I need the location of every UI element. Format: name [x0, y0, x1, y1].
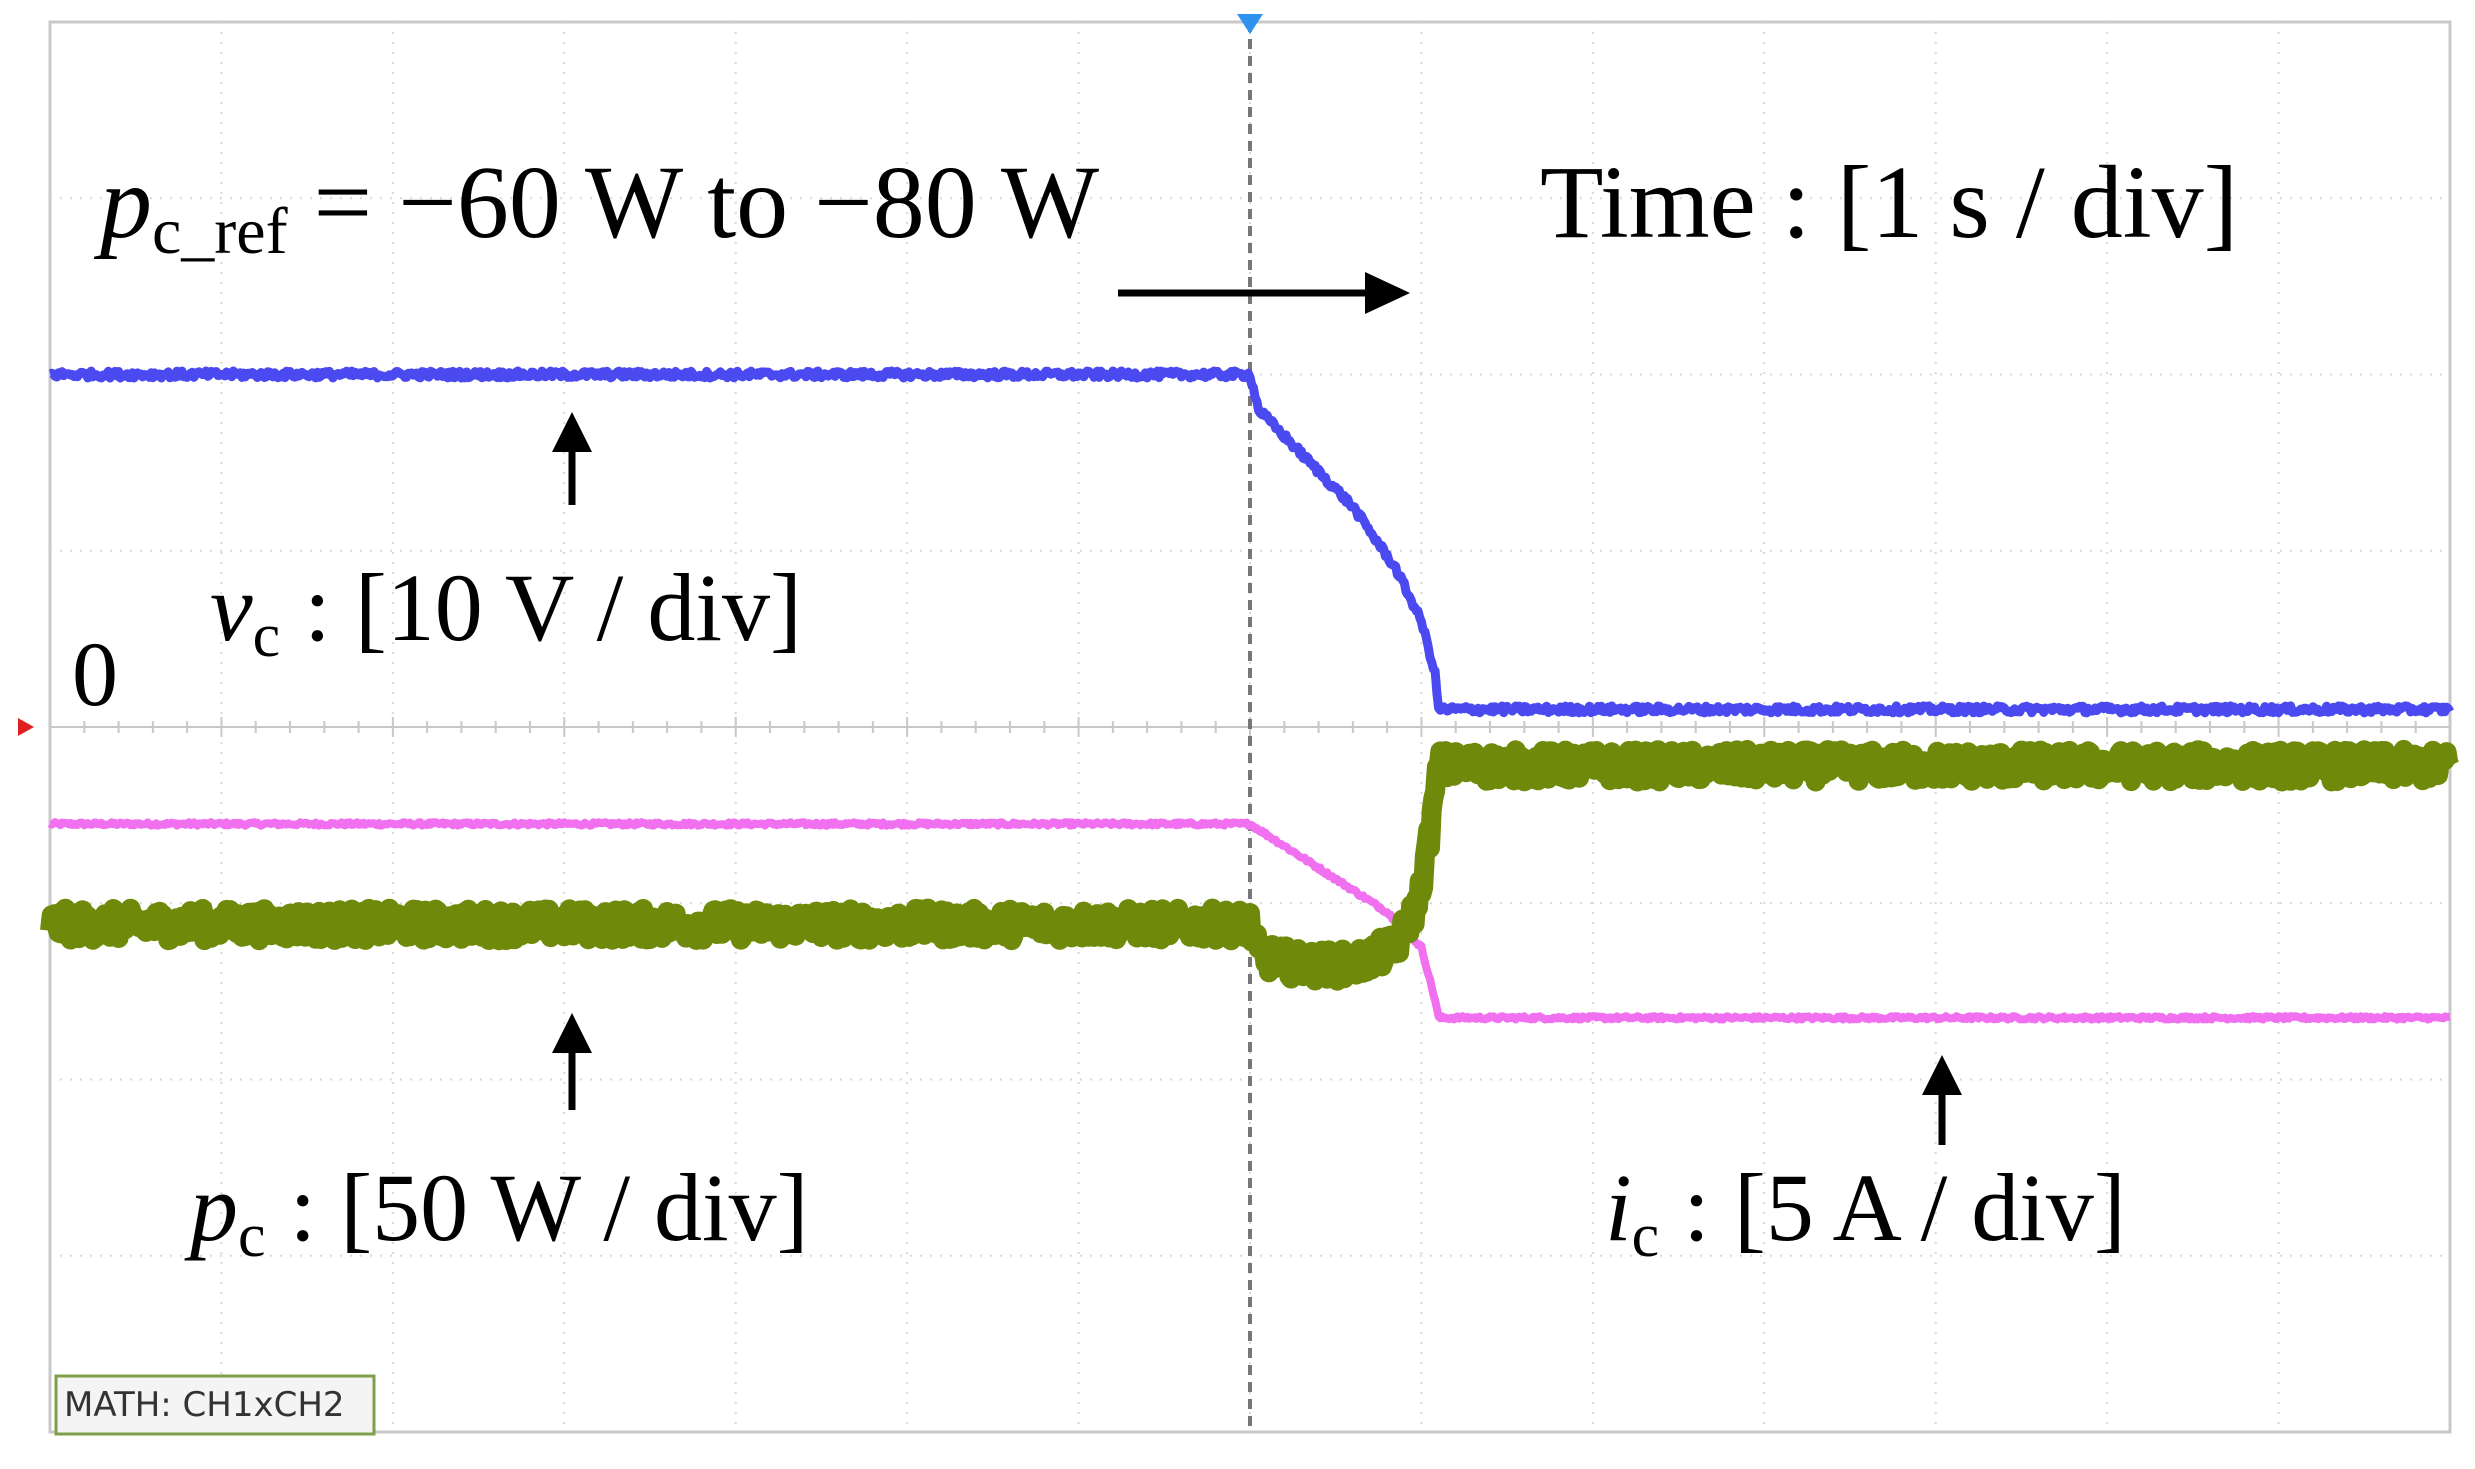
arrow-pc-head: [552, 1013, 592, 1053]
arrow-ref-head: [1365, 272, 1410, 314]
trace-p-c: [47, 818, 2453, 1024]
time-label: Time : [1 s / div]: [1540, 145, 2238, 260]
traces: [40, 366, 2459, 1024]
arrow-ic-head: [1922, 1055, 1962, 1095]
ground-marker: [18, 718, 34, 736]
label-ic: ic : [5 A / div]: [1605, 1154, 2126, 1270]
arrow-vc-head: [552, 412, 592, 452]
label-vc: vc : [10 V / div]: [210, 554, 802, 670]
labels: pc_ref = −60 W to −80 W Time : [1 s / div…: [54, 145, 2238, 1436]
math-label: MATH: CH1xCH2: [64, 1385, 345, 1425]
center-ticks: [18, 14, 2451, 1432]
label-pc: pc : [50 W / div]: [184, 1154, 809, 1270]
arrows: [552, 272, 1962, 1145]
trace-v-c: [47, 366, 2454, 718]
math-box: [54, 1374, 376, 1436]
trigger-marker: [1237, 14, 1263, 34]
zero-label: 0: [72, 623, 118, 725]
annotation-pcref: pc_ref = −60 W to −80 W: [93, 145, 1099, 268]
trace-i-c: [40, 739, 2459, 991]
